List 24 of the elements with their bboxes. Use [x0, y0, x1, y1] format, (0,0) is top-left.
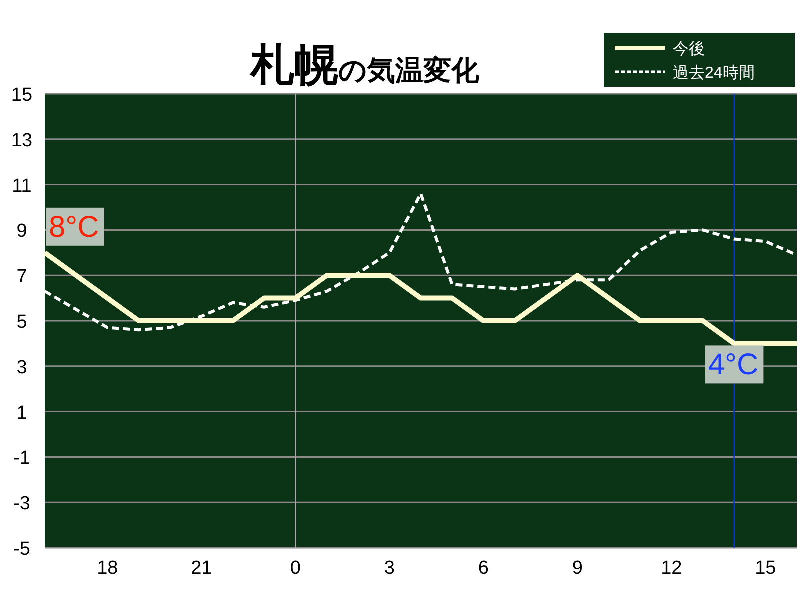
y-tick-label: -1: [14, 448, 30, 470]
legend-label: 今後: [673, 40, 705, 58]
y-tick-label: 3: [16, 357, 28, 378]
y-tick-label: 9: [16, 221, 28, 242]
y-tick-label: 5: [16, 312, 28, 333]
y-tick-label: 1: [16, 402, 28, 424]
x-tick-label: 9: [572, 558, 583, 579]
y-tick-label: 7: [16, 266, 28, 288]
y-tick-label: 15: [11, 85, 33, 106]
legend-label: 過去24時間: [673, 64, 755, 82]
x-tick-label: 6: [478, 558, 489, 579]
x-tick-label: 0: [290, 558, 301, 579]
y-tick-label: 13: [11, 130, 33, 152]
x-tick-label: 15: [755, 558, 776, 579]
annotation: 8°C: [49, 210, 100, 244]
x-tick-label: 12: [661, 558, 682, 579]
y-tick-label: -5: [14, 539, 30, 560]
y-tick-label: -3: [14, 494, 30, 515]
annotation: 4°C: [708, 348, 759, 382]
chart-title: 札幌の気温変化: [248, 41, 480, 90]
x-tick-label: 3: [384, 558, 395, 579]
x-tick-label: 21: [191, 558, 212, 579]
x-tick-label: 18: [97, 558, 118, 579]
y-tick-label: 11: [12, 176, 32, 197]
